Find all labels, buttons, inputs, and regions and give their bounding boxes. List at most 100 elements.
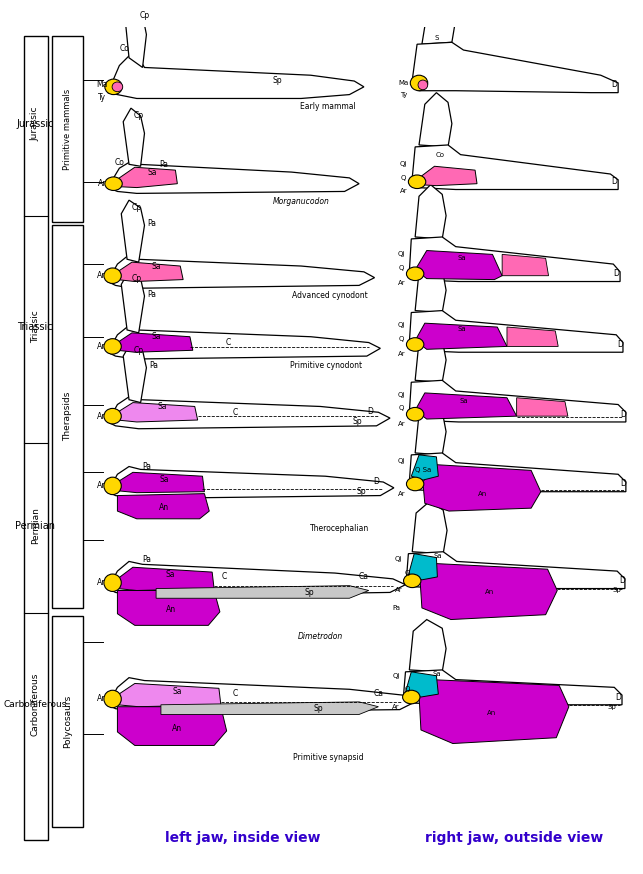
Polygon shape [412,145,618,190]
Text: Ar: Ar [96,412,105,420]
Polygon shape [415,251,502,280]
Text: Ty: Ty [98,93,106,102]
Text: Permian: Permian [15,521,55,531]
Polygon shape [118,167,177,188]
Polygon shape [412,42,618,93]
FancyBboxPatch shape [51,37,82,223]
Polygon shape [122,271,145,333]
Text: D: D [619,576,625,586]
Text: Qj: Qj [398,458,405,464]
Ellipse shape [403,690,420,704]
Text: An: An [172,724,183,732]
Polygon shape [118,403,197,422]
Text: Pa: Pa [142,555,151,564]
Text: Ar: Ar [392,704,400,710]
Text: Sa: Sa [157,402,167,411]
Polygon shape [123,343,147,403]
Polygon shape [118,707,226,746]
FancyBboxPatch shape [51,225,82,608]
Polygon shape [422,0,456,45]
Polygon shape [123,108,145,166]
Text: D: D [617,340,623,349]
Ellipse shape [418,80,428,90]
Ellipse shape [104,574,122,592]
Ellipse shape [104,408,122,424]
Polygon shape [108,163,359,193]
Polygon shape [410,310,623,352]
Text: Q: Q [404,570,410,576]
Text: Primitive mammals: Primitive mammals [62,89,71,170]
Polygon shape [118,262,183,281]
Text: Q: Q [399,336,404,342]
Polygon shape [125,7,147,67]
Text: D: D [611,177,617,186]
Text: Sp: Sp [352,418,362,427]
Text: D: D [374,476,379,486]
Polygon shape [420,564,557,620]
Text: Sp: Sp [314,704,323,713]
Text: Ar: Ar [400,189,408,194]
Text: C: C [226,338,231,347]
Text: Sa: Sa [166,571,176,579]
Text: Dimetrodon: Dimetrodon [298,633,343,642]
Text: Primitive synapsid: Primitive synapsid [293,753,363,761]
Text: Ar: Ar [398,490,406,496]
Text: Qj: Qj [398,392,405,398]
Polygon shape [410,237,620,281]
Text: Ar: Ar [395,587,403,593]
Polygon shape [108,397,390,429]
Ellipse shape [404,574,421,587]
Text: Co: Co [114,158,124,167]
Text: Q: Q [404,686,410,692]
Ellipse shape [112,82,123,92]
Text: D: D [620,480,626,489]
Ellipse shape [105,79,122,94]
Text: An: An [165,606,176,614]
Polygon shape [118,494,209,519]
Text: D: D [620,410,626,419]
Polygon shape [118,333,193,352]
Text: Sp: Sp [304,588,314,597]
Text: Pa: Pa [148,218,157,228]
Text: Sa: Sa [151,332,161,341]
Polygon shape [118,683,221,707]
Text: Ar: Ar [96,271,105,281]
Polygon shape [161,702,379,714]
Ellipse shape [105,177,122,191]
Text: Cp: Cp [140,10,150,20]
Text: Therocephalian: Therocephalian [310,524,369,533]
Text: Co: Co [436,152,445,157]
Text: Sa: Sa [457,255,466,261]
Ellipse shape [406,477,424,490]
Polygon shape [412,454,439,480]
Text: Primitive cynodont: Primitive cynodont [290,361,362,371]
Polygon shape [415,331,446,382]
Text: Sa: Sa [432,670,440,676]
Text: Carboniferous: Carboniferous [4,700,67,710]
Text: An: An [159,503,169,511]
Text: D: D [613,269,619,278]
Text: C: C [233,408,238,417]
Text: Qj: Qj [398,323,405,328]
Polygon shape [415,403,446,454]
Text: An: An [485,589,494,595]
FancyBboxPatch shape [51,615,82,827]
Text: Q: Q [399,406,404,412]
Text: Sa: Sa [457,326,466,332]
Text: C: C [233,689,238,697]
Text: Pa: Pa [148,289,157,299]
Text: Cp: Cp [134,346,144,355]
Polygon shape [412,502,447,554]
Text: Sa: Sa [151,261,161,271]
Polygon shape [108,56,364,99]
Ellipse shape [104,477,122,495]
Text: Ma: Ma [399,80,409,86]
Polygon shape [410,453,626,492]
Polygon shape [502,254,548,275]
Text: Ar: Ar [96,579,105,587]
Text: Ar: Ar [398,281,406,287]
Polygon shape [108,256,374,288]
Polygon shape [118,591,220,626]
Text: S: S [434,36,439,41]
Text: Morganucodon: Morganucodon [273,197,329,205]
